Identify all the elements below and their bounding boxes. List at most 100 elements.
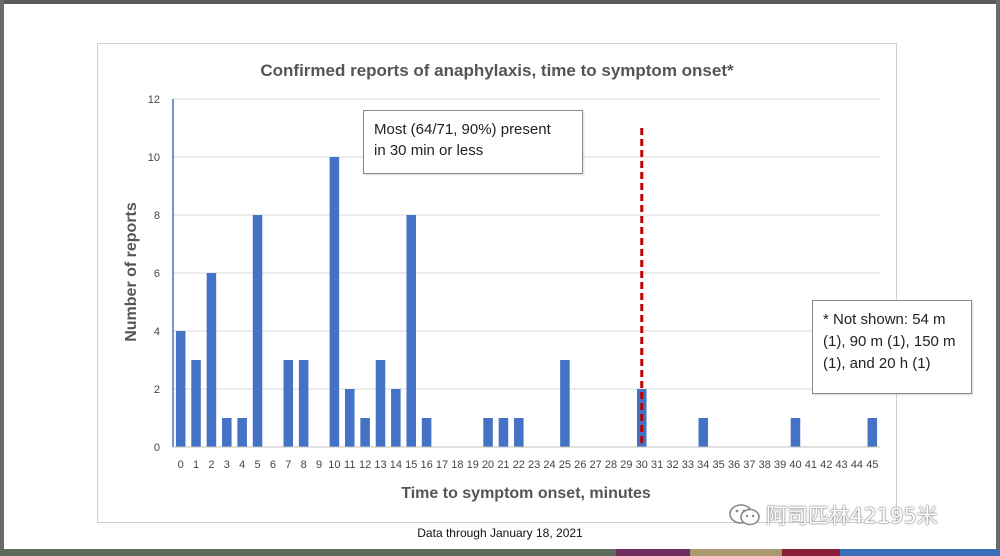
x-tick-label: 20: [482, 459, 494, 471]
x-tick-label: 40: [789, 459, 801, 471]
x-tick-label: 15: [405, 459, 417, 471]
main-callout-line-1: Most (64/71, 90%) present: [374, 121, 551, 138]
x-tick-label: 4: [239, 459, 245, 471]
x-tick-label: 25: [559, 459, 571, 471]
y-tick-label: 12: [148, 94, 160, 106]
bar: [498, 418, 509, 447]
y-axis-label: Number of reports: [123, 202, 140, 342]
bottom-bar-segment: [782, 549, 840, 556]
x-tick-label: 33: [682, 459, 694, 471]
bar: [329, 157, 340, 447]
x-tick-label: 28: [605, 459, 617, 471]
x-tick-label: 45: [866, 459, 878, 471]
y-tick-label: 0: [154, 442, 160, 454]
top-border: [0, 0, 1000, 4]
bar: [206, 273, 217, 447]
x-tick-label: 0: [178, 459, 184, 471]
bottom-color-bar: [0, 549, 1000, 556]
x-axis-label: Time to symptom onset, minutes: [401, 485, 651, 502]
x-tick-label: 21: [497, 459, 509, 471]
bar: [790, 418, 801, 447]
x-tick-label: 10: [328, 459, 340, 471]
x-tick-label: 29: [620, 459, 632, 471]
x-tick-label: 30: [636, 459, 648, 471]
y-tick-label: 8: [154, 210, 160, 222]
bar: [483, 418, 493, 447]
x-tick-label: 9: [316, 459, 322, 471]
footer-note: Data through January 18, 2021: [417, 526, 583, 540]
bottom-bar-segment: [690, 549, 782, 556]
bar: [867, 418, 878, 447]
bar: [252, 215, 263, 447]
main-callout-line-2: in 30 min or less: [374, 142, 484, 159]
bar: [560, 360, 570, 447]
x-tick-label: 19: [467, 459, 479, 471]
x-tick-label: 43: [835, 459, 847, 471]
x-tick-label: 8: [301, 459, 307, 471]
not-shown-note: * Not shown: 54 m (1), 90 m (1), 150 m (…: [812, 300, 972, 394]
bar: [237, 418, 247, 447]
bar: [191, 360, 201, 447]
x-tick-label: 37: [743, 459, 755, 471]
bar: [698, 418, 709, 447]
x-tick-label: 3: [224, 459, 230, 471]
bar: [375, 360, 386, 447]
x-tick-label: 11: [344, 459, 355, 471]
x-tick-label: 5: [254, 459, 260, 471]
watermark-text: 阿司匹林42195米: [766, 504, 938, 528]
y-tick-label: 2: [154, 384, 160, 396]
bar: [421, 418, 432, 447]
bar: [406, 215, 416, 447]
y-tick-label: 6: [154, 268, 160, 280]
not-shown-line-3: (1), and 20 h (1): [823, 355, 931, 372]
watermark: 阿司匹林42195米: [728, 500, 938, 532]
bar: [283, 360, 294, 447]
x-tick-label: 34: [697, 459, 709, 471]
bar: [175, 331, 186, 447]
x-tick-label: 39: [774, 459, 786, 471]
x-tick-label: 23: [528, 459, 540, 471]
x-tick-label: 27: [590, 459, 602, 471]
x-tick-label: 13: [374, 459, 386, 471]
x-tick-label: 42: [820, 459, 832, 471]
right-border: [996, 0, 1000, 556]
x-tick-label: 18: [451, 459, 463, 471]
x-tick-label: 2: [208, 459, 214, 471]
wechat-icon: [728, 503, 762, 532]
x-tick-label: 1: [193, 459, 199, 471]
x-tick-label: 16: [420, 459, 432, 471]
x-tick-label: 35: [712, 459, 724, 471]
bar: [344, 389, 355, 447]
bar: [514, 418, 524, 447]
x-tick-label: 32: [666, 459, 678, 471]
y-tick-label: 10: [148, 152, 160, 164]
x-tick-label: 36: [728, 459, 740, 471]
x-tick-label: 31: [651, 459, 663, 471]
chart-title: Confirmed reports of anaphylaxis, time t…: [260, 61, 734, 80]
left-border: [0, 0, 4, 556]
bar: [391, 389, 401, 447]
x-tick-label: 41: [805, 459, 817, 471]
x-tick-label: 17: [436, 459, 448, 471]
x-tick-label: 22: [513, 459, 525, 471]
x-tick-label: 12: [359, 459, 371, 471]
bottom-bar-segment: [616, 549, 690, 556]
not-shown-line-2: (1), 90 m (1), 150 m: [823, 333, 956, 350]
bottom-bar-segment: [300, 549, 616, 556]
not-shown-line-1: * Not shown: 54 m: [823, 311, 946, 328]
bottom-bar-segment: [840, 549, 1000, 556]
bar: [298, 360, 309, 447]
x-tick-label: 14: [390, 459, 402, 471]
x-tick-label: 24: [543, 459, 555, 471]
x-tick-label: 38: [759, 459, 771, 471]
main-callout: Most (64/71, 90%) present in 30 min or l…: [363, 110, 583, 174]
x-tick-label: 7: [285, 459, 291, 471]
bar: [222, 418, 232, 447]
bar: [360, 418, 370, 447]
bottom-bar-segment: [0, 549, 300, 556]
x-tick-label: 26: [574, 459, 586, 471]
x-tick-label: 6: [270, 459, 276, 471]
x-tick-label: 44: [851, 459, 863, 471]
y-tick-label: 4: [154, 326, 160, 338]
